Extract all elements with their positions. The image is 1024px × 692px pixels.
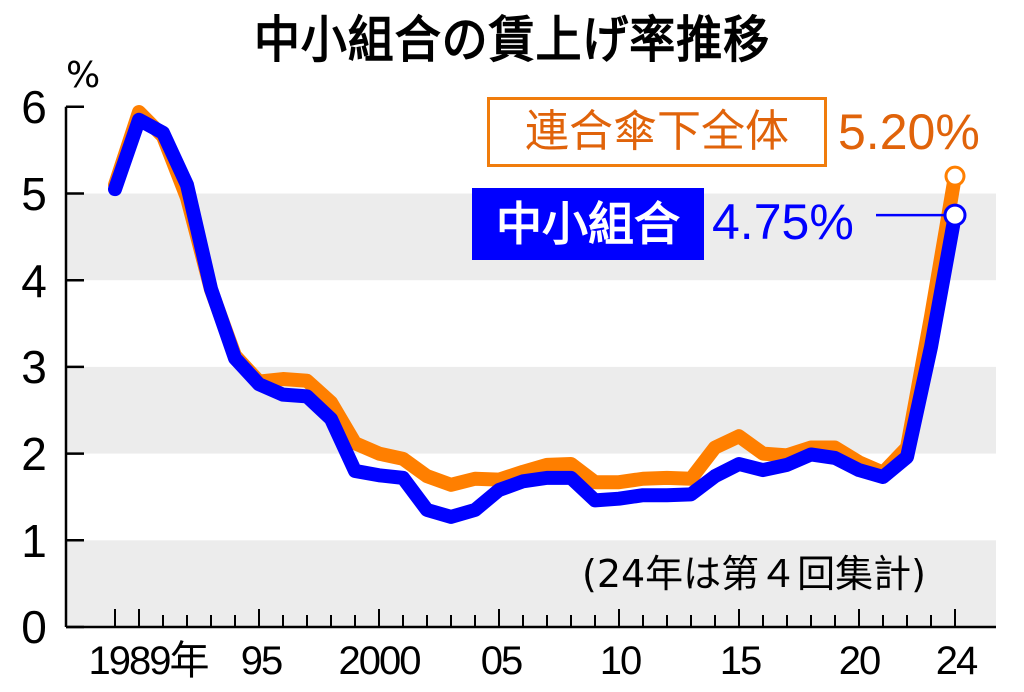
rengo-all-end-marker — [944, 165, 966, 187]
chart-axes — [64, 105, 996, 629]
y-tick-label: 3 — [21, 341, 47, 393]
y-tick-label: 2 — [21, 428, 47, 480]
y-tick-label: 1 — [21, 515, 47, 567]
legend-small-medium-unions: 中小組合 — [472, 188, 704, 260]
chart-title: 中小組合の賃上げ率推移 — [253, 11, 771, 69]
grid-band — [66, 540, 996, 627]
x-tick-label: 05 — [480, 639, 523, 683]
x-tick-label: 15 — [719, 639, 762, 683]
small-medium-unions-end-marker — [943, 203, 967, 227]
y-tick-label: 4 — [21, 255, 47, 307]
legend-rengo-all-value: 5.20% — [838, 104, 980, 160]
chart-footnote: (24年は第４回集計) — [582, 552, 927, 596]
data-lines — [108, 105, 962, 524]
x-tick-label: 2000 — [338, 639, 422, 683]
y-axis-unit: % — [66, 55, 101, 96]
x-tick-label: 95 — [240, 639, 283, 683]
y-tick-label: 5 — [21, 168, 47, 220]
legend-rengo-all: 連合傘下全体 — [487, 97, 827, 167]
y-tick-label: 0 — [21, 601, 47, 653]
x-tick-label: 20 — [838, 639, 881, 683]
y-tick-label: 6 — [21, 81, 47, 133]
x-tick-label: 10 — [599, 639, 642, 683]
x-tick-label: 1989年 — [88, 639, 210, 683]
end-markers — [876, 165, 967, 227]
small-medium-unions-line — [108, 112, 962, 524]
legend-small-medium-unions-value: 4.75% — [712, 194, 854, 250]
x-tick-label: 24 — [935, 639, 978, 683]
grid-band — [66, 366, 996, 454]
